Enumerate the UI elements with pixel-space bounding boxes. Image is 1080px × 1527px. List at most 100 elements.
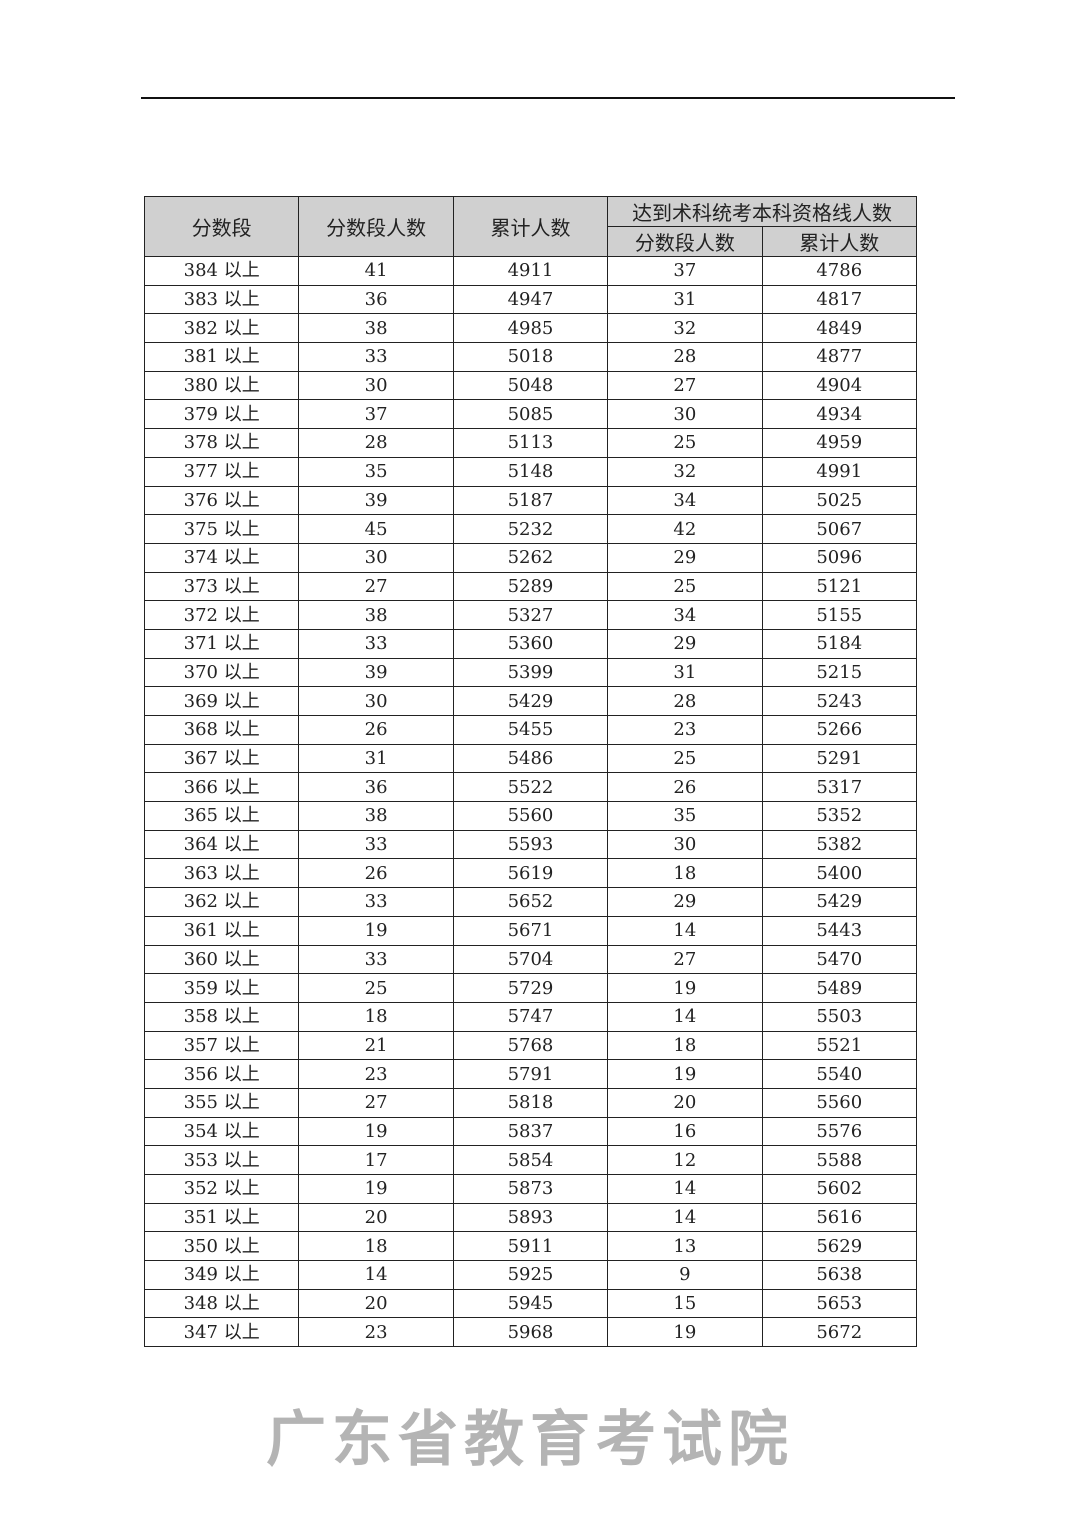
cell-cumulative: 5729 [452, 973, 609, 1003]
cell-score-band: 376 以上 [143, 485, 300, 516]
table-row: 379 以上 37 5085 30 4934 [143, 399, 917, 430]
cell-cumulative: 5747 [452, 1001, 609, 1032]
cell-score-band: 350 以上 [143, 1231, 300, 1262]
table-row: 354 以上 19 5837 16 5576 [143, 1116, 917, 1147]
cell-score-band: 383 以上 [143, 284, 300, 315]
cell-qualified-band-count: 28 [607, 686, 763, 716]
cell-qualified-cumulative: 5352 [761, 801, 917, 831]
cell-band-count: 20 [298, 1202, 454, 1233]
cell-qualified-band-count: 26 [607, 772, 763, 803]
cell-score-band: 351 以上 [143, 1202, 300, 1233]
cell-score-band: 372 以上 [143, 600, 300, 630]
cell-qualified-cumulative: 5629 [761, 1231, 917, 1262]
cell-qualified-cumulative: 5215 [761, 657, 917, 688]
cell-qualified-band-count: 18 [607, 858, 763, 889]
cell-cumulative: 5522 [452, 772, 609, 803]
cell-qualified-band-count: 18 [607, 1030, 763, 1061]
cell-score-band: 380 以上 [143, 370, 300, 401]
cell-cumulative: 4985 [452, 313, 609, 344]
cell-qualified-band-count: 29 [607, 542, 763, 573]
cell-qualified-cumulative: 4904 [761, 370, 917, 401]
cell-qualified-band-count: 14 [607, 1001, 763, 1032]
cell-cumulative: 5791 [452, 1059, 609, 1089]
cell-band-count: 28 [298, 428, 454, 458]
cell-qualified-cumulative: 5291 [761, 743, 917, 774]
table-row: 383 以上 36 4947 31 4817 [143, 284, 917, 315]
cell-band-count: 18 [298, 1001, 454, 1032]
cell-band-count: 41 [298, 256, 454, 286]
table-row: 348 以上 20 5945 15 5653 [143, 1288, 917, 1319]
table-row: 365 以上 38 5560 35 5352 [143, 801, 917, 831]
table-row: 384 以上 41 4911 37 4786 [143, 256, 917, 286]
table-row: 372 以上 38 5327 34 5155 [143, 600, 917, 630]
cell-score-band: 371 以上 [143, 628, 300, 659]
cell-qualified-cumulative: 5382 [761, 829, 917, 860]
table-row: 353 以上 17 5854 12 5588 [143, 1145, 917, 1175]
cell-qualified-band-count: 31 [607, 657, 763, 688]
table-body: 384 以上 41 4911 37 4786 383 以上 36 4947 31 4817 382 … [143, 256, 917, 1348]
cell-qualified-cumulative: 5521 [761, 1030, 917, 1061]
cell-band-count: 37 [298, 399, 454, 430]
table-row: 367 以上 31 5486 25 5291 [143, 743, 917, 774]
cell-band-count: 27 [298, 1087, 454, 1118]
cell-band-count: 14 [298, 1260, 454, 1290]
table-row: 382 以上 38 4985 32 4849 [143, 313, 917, 344]
cell-score-band: 355 以上 [143, 1087, 300, 1118]
cell-cumulative: 5911 [452, 1231, 609, 1262]
cell-cumulative: 5652 [452, 887, 609, 917]
cell-qualified-band-count: 42 [607, 514, 763, 544]
cell-cumulative: 5593 [452, 829, 609, 860]
cell-score-band: 352 以上 [143, 1174, 300, 1204]
cell-score-band: 358 以上 [143, 1001, 300, 1032]
cell-qualified-cumulative: 5184 [761, 628, 917, 659]
cell-qualified-cumulative: 5121 [761, 571, 917, 602]
cell-band-count: 33 [298, 887, 454, 917]
cell-band-count: 39 [298, 657, 454, 688]
cell-qualified-band-count: 13 [607, 1231, 763, 1262]
cell-score-band: 363 以上 [143, 858, 300, 889]
cell-qualified-band-count: 25 [607, 743, 763, 774]
table-row: 377 以上 35 5148 32 4991 [143, 456, 917, 487]
cell-score-band: 373 以上 [143, 571, 300, 602]
cell-qualified-cumulative: 4959 [761, 428, 917, 458]
cell-score-band: 377 以上 [143, 456, 300, 487]
cell-cumulative: 5486 [452, 743, 609, 774]
cell-qualified-cumulative: 4991 [761, 456, 917, 487]
cell-qualified-cumulative: 5602 [761, 1174, 917, 1204]
cell-qualified-cumulative: 4934 [761, 399, 917, 430]
cell-band-count: 45 [298, 514, 454, 544]
cell-cumulative: 5560 [452, 801, 609, 831]
cell-band-count: 19 [298, 915, 454, 946]
cell-qualified-band-count: 31 [607, 284, 763, 315]
cell-qualified-band-count: 20 [607, 1087, 763, 1118]
header-sub-band-count: 分数段人数 [607, 226, 763, 257]
table-row: 371 以上 33 5360 29 5184 [143, 628, 917, 659]
cell-qualified-cumulative: 5588 [761, 1145, 917, 1175]
cell-band-count: 33 [298, 628, 454, 659]
cell-cumulative: 5262 [452, 542, 609, 573]
cell-qualified-band-count: 29 [607, 887, 763, 917]
table-row: 373 以上 27 5289 25 5121 [143, 571, 917, 602]
table-row: 376 以上 39 5187 34 5025 [143, 485, 917, 516]
cell-cumulative: 5085 [452, 399, 609, 430]
cell-qualified-cumulative: 5266 [761, 715, 917, 745]
cell-qualified-band-count: 35 [607, 801, 763, 831]
cell-qualified-band-count: 23 [607, 715, 763, 745]
cell-band-count: 31 [298, 743, 454, 774]
cell-qualified-cumulative: 5443 [761, 915, 917, 946]
cell-score-band: 367 以上 [143, 743, 300, 774]
header-sub-cumulative: 累计人数 [761, 226, 917, 257]
cell-score-band: 378 以上 [143, 428, 300, 458]
cell-qualified-band-count: 19 [607, 1317, 763, 1348]
cell-cumulative: 5360 [452, 628, 609, 659]
cell-qualified-cumulative: 4817 [761, 284, 917, 315]
cell-qualified-band-count: 32 [607, 456, 763, 487]
cell-score-band: 375 以上 [143, 514, 300, 544]
cell-cumulative: 5704 [452, 944, 609, 975]
cell-qualified-band-count: 15 [607, 1288, 763, 1319]
cell-qualified-band-count: 14 [607, 1174, 763, 1204]
table-row: 350 以上 18 5911 13 5629 [143, 1231, 917, 1262]
cell-qualified-band-count: 14 [607, 915, 763, 946]
cell-qualified-cumulative: 5489 [761, 973, 917, 1003]
cell-qualified-cumulative: 5317 [761, 772, 917, 803]
